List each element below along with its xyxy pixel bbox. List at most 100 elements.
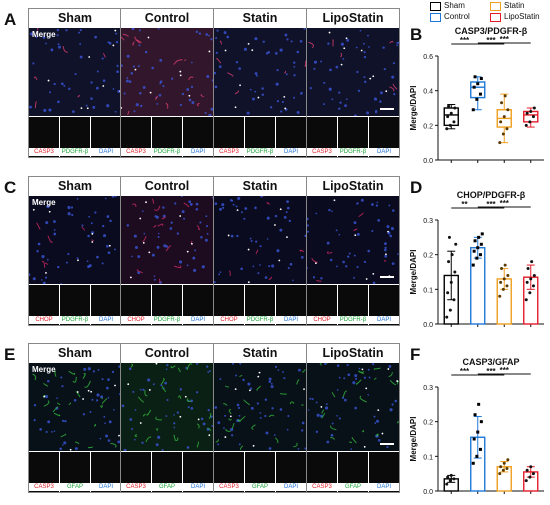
merge-image <box>307 363 399 451</box>
significance-label: ** <box>461 200 468 209</box>
channel-label: DAPI <box>91 316 121 324</box>
channel-image: CASP3 <box>307 117 337 157</box>
data-point <box>476 246 480 250</box>
channel-image: CASP3 <box>121 117 151 157</box>
micrograph-panel: Statin CASP3 GFAP DAPI <box>213 343 307 493</box>
channel-image: DAPI <box>369 452 399 492</box>
group-title: Control <box>144 179 190 193</box>
channel-image: CHOP <box>29 285 59 325</box>
data-point <box>478 447 482 451</box>
micrograph-panel: LipoStatin CASP3 PDGFR-β DAPI <box>306 8 400 158</box>
data-point <box>499 280 503 284</box>
micrograph-panel: LipoStatin CASP3 GFAP DAPI <box>306 343 400 493</box>
channel-label: PDGFR-β <box>245 148 275 156</box>
chart: CASP3/GFAP Merge/DAPI 0.0 0.1 0.2 0.3 *** *** **… <box>409 357 544 495</box>
merge-image <box>214 196 306 284</box>
channel-image: DAPI <box>369 117 399 157</box>
data-point <box>506 273 510 277</box>
merge-label: Merge <box>32 30 56 39</box>
data-point <box>529 277 533 281</box>
channel-image: CASP3 <box>29 452 59 492</box>
data-point <box>447 235 451 239</box>
y-tick-label: 0.3 <box>423 218 433 225</box>
channel-image: DAPI <box>183 117 213 157</box>
y-tick-label: 0.2 <box>423 420 433 427</box>
channel-image: CHOP <box>121 285 151 325</box>
channel-label: CHOP <box>29 316 59 324</box>
data-point <box>524 123 528 127</box>
group-title: Sham <box>57 346 93 360</box>
group-title: LipoStatin <box>322 179 384 193</box>
legend-swatch <box>430 2 441 11</box>
group-title: LipoStatin <box>322 11 384 25</box>
channel-label: DAPI <box>276 316 306 324</box>
legend-swatch <box>490 2 501 11</box>
legend-swatch <box>430 13 441 22</box>
group-title: Sham <box>57 179 93 193</box>
channel-image: CASP3 <box>29 117 59 157</box>
channel-image: DAPI <box>91 117 121 157</box>
channel-strip: CASP3 PDGFR-β DAPI <box>29 117 121 157</box>
channel-label: CASP3 <box>121 148 151 156</box>
scale-bar <box>380 443 394 445</box>
merge-image: Merge <box>29 196 121 284</box>
data-point <box>525 280 529 284</box>
data-point <box>529 109 533 113</box>
channel-label: CASP3 <box>214 483 244 491</box>
channel-label: PDGFR-β <box>338 148 368 156</box>
data-point <box>480 232 484 236</box>
group-title: Statin <box>242 11 278 25</box>
data-point <box>449 280 453 284</box>
channel-label: DAPI <box>369 483 399 491</box>
group-title: LipoStatin <box>322 346 384 360</box>
legend-label: Control <box>444 12 470 21</box>
channel-label: PDGFR-β <box>245 316 275 324</box>
micrograph-panel: Control CASP3 PDGFR-β DAPI <box>120 8 214 158</box>
micrograph-panel: LipoStatin CHOP PDGFR-β DAPI <box>306 176 400 326</box>
scale-bar <box>380 276 394 278</box>
channel-image: CASP3 <box>307 452 337 492</box>
data-point <box>499 120 503 124</box>
y-tick-label: 0.3 <box>423 385 433 392</box>
channel-label: GFAP <box>245 483 275 491</box>
y-tick-label: 0.6 <box>423 54 433 61</box>
scale-bar <box>380 108 394 110</box>
channel-strip: CHOP PDGFR-β DAPI <box>307 285 399 325</box>
chart-title: CASP3/GFAP <box>462 357 519 367</box>
micrograph-row: Sham Merge CASP3 PDGFR-β DAPI Control CASP3 PDG… <box>28 8 400 158</box>
data-point <box>503 263 507 267</box>
data-point <box>501 132 505 136</box>
data-point <box>479 77 483 81</box>
y-tick-label: 0.1 <box>423 454 433 461</box>
micrograph-panel: Sham Merge CASP3 GFAP DAPI <box>28 343 122 493</box>
channel-label: DAPI <box>369 148 399 156</box>
channel-label: PDGFR-β <box>152 316 182 324</box>
panel-letter: E <box>4 345 16 364</box>
y-axis-label: Merge/DAPI <box>409 417 418 462</box>
data-point <box>447 104 451 108</box>
channel-strip: CASP3 PDGFR-β DAPI <box>121 117 213 157</box>
channel-strip: CASP3 GFAP DAPI <box>29 452 121 492</box>
legend-label: Sham <box>444 1 465 10</box>
channel-image: GFAP <box>338 452 368 492</box>
data-point <box>471 108 475 112</box>
data-point <box>479 420 483 424</box>
channel-label: CASP3 <box>121 483 151 491</box>
data-point <box>528 291 532 295</box>
data-point <box>528 120 532 124</box>
channel-image: GFAP <box>245 452 275 492</box>
channel-image: CASP3 <box>121 452 151 492</box>
channel-label: CASP3 <box>29 148 59 156</box>
micrograph-row: Sham Merge CASP3 GFAP DAPI Control CASP3 GFAP DA… <box>28 343 400 493</box>
channel-label: DAPI <box>183 148 213 156</box>
channel-label: DAPI <box>91 483 121 491</box>
significance-label: *** <box>460 36 470 45</box>
data-point <box>478 92 482 96</box>
panel-letter: B <box>410 25 423 44</box>
channel-label: DAPI <box>183 483 213 491</box>
y-axis-label: Merge/DAPI <box>409 86 418 131</box>
data-point <box>447 260 451 264</box>
data-point <box>452 477 456 481</box>
channel-label: DAPI <box>91 148 121 156</box>
channel-label: GFAP <box>152 483 182 491</box>
